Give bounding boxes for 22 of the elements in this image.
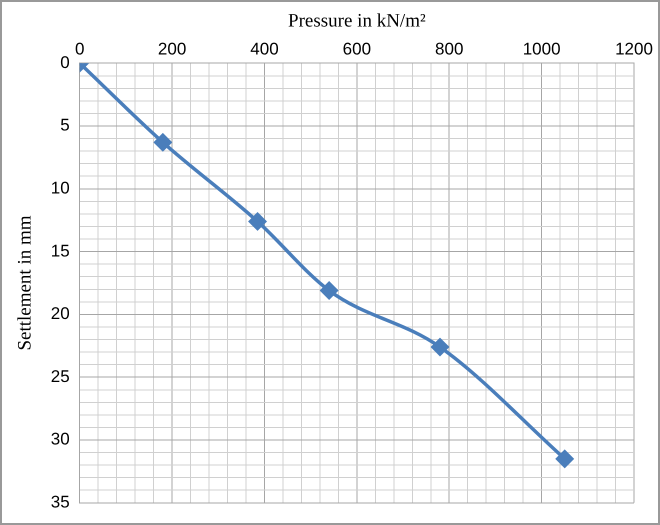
x-tick-label: 800 bbox=[435, 40, 464, 59]
y-tick-label: 25 bbox=[50, 366, 70, 386]
y-tick-label: 15 bbox=[50, 241, 70, 260]
x-tick-label: 400 bbox=[250, 40, 279, 59]
y-tick-label: 5 bbox=[60, 116, 70, 135]
x-tick-label: 0 bbox=[74, 40, 84, 59]
x-tick-label: 1000 bbox=[522, 40, 561, 59]
x-tick-label: 1200 bbox=[615, 40, 653, 59]
point bbox=[556, 450, 574, 468]
point bbox=[248, 212, 266, 230]
y-tick-label: 30 bbox=[50, 430, 70, 449]
x-axis-title: Pressure in kN/m² bbox=[288, 10, 426, 32]
point bbox=[320, 282, 338, 300]
point bbox=[154, 134, 172, 152]
y-tick-label: 10 bbox=[50, 178, 70, 198]
y-tick-label: 0 bbox=[60, 52, 70, 72]
x-tick-label: 600 bbox=[342, 40, 372, 59]
y-axis-title: Settlement in mm bbox=[14, 215, 36, 351]
y-tick-label: 20 bbox=[50, 304, 70, 324]
point bbox=[431, 338, 449, 356]
x-tick-label: 200 bbox=[158, 40, 186, 59]
y-tick-label: 35 bbox=[50, 492, 70, 512]
